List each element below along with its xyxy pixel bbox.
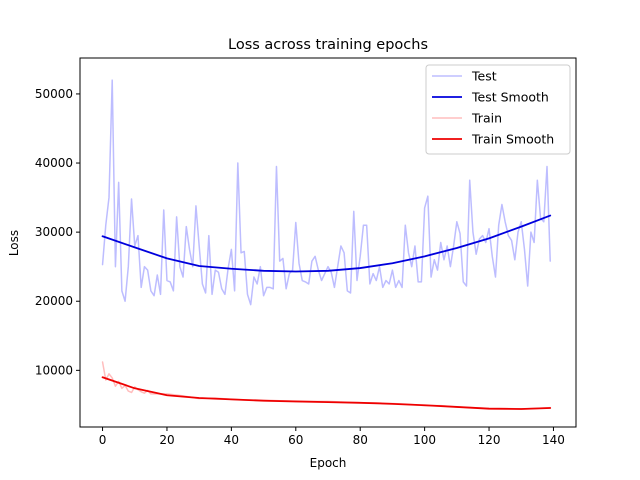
legend-label-train-smooth: Train Smooth (471, 132, 554, 147)
x-axis: 0 20 40 60 80 100 120 140 (99, 427, 565, 447)
legend-label-test-smooth: Test Smooth (471, 90, 549, 105)
y-tick-label: 10000 (35, 363, 73, 377)
x-tick-label: 80 (353, 433, 368, 447)
x-tick-label: 20 (159, 433, 174, 447)
series-line-test-smooth (101, 214, 552, 273)
y-tick-label: 40000 (35, 156, 73, 170)
y-tick-label: 20000 (35, 294, 73, 308)
y-axis-label: Loss (7, 230, 21, 256)
x-tick-label: 140 (542, 433, 565, 447)
x-axis-label: Epoch (310, 456, 347, 470)
y-tick-label: 50000 (35, 87, 73, 101)
series-line-train-smooth (101, 376, 552, 410)
y-tick-label: 30000 (35, 225, 73, 239)
chart-title: Loss across training epochs (228, 37, 428, 53)
x-tick-label: 60 (288, 433, 303, 447)
y-axis: 10000 20000 30000 40000 50000 (35, 87, 80, 377)
legend-label-test: Test (471, 69, 497, 84)
legend-label-train: Train (471, 111, 502, 126)
legend: Test Test Smooth Train Train Smooth (425, 64, 571, 155)
series-layer (101, 79, 552, 410)
plot-frame (79, 57, 577, 428)
x-tick-label: 40 (224, 433, 239, 447)
x-tick-label: 100 (413, 433, 436, 447)
x-tick-label: 120 (478, 433, 501, 447)
x-tick-label: 0 (99, 433, 107, 447)
legend-box (425, 64, 571, 155)
